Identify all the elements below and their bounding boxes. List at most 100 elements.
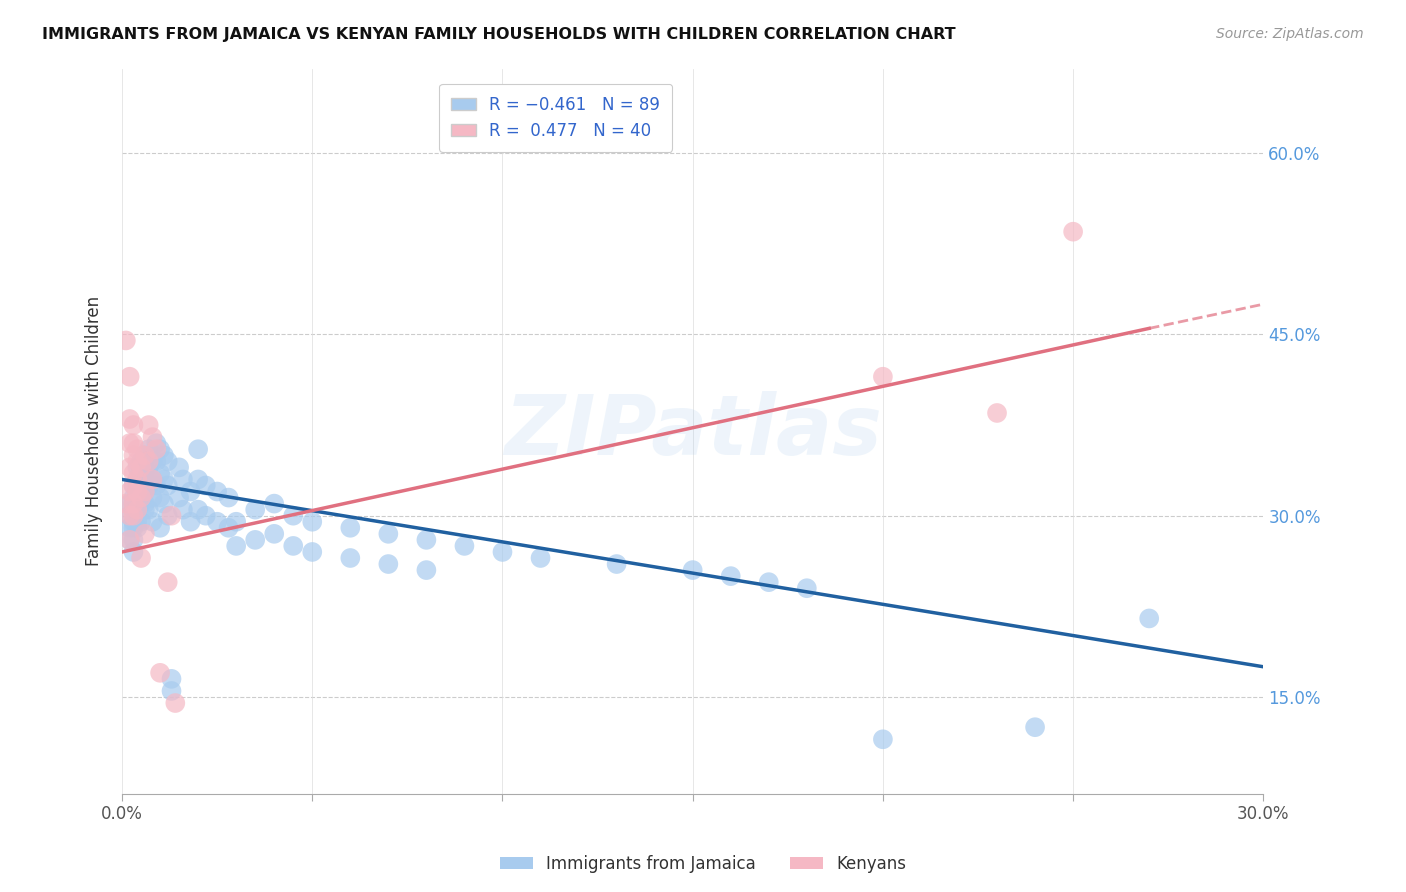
Point [187,502,209,516]
Point [122,521,145,535]
Point [415,533,437,547]
Point [415,563,437,577]
Point [127,484,149,499]
Point [149,467,172,481]
Point [339,551,361,566]
Point [118,369,141,384]
Point [129,460,152,475]
Point [187,442,209,457]
Point [122,436,145,450]
Y-axis label: Family Households with Children: Family Households with Children [86,296,103,566]
Point [141,491,163,505]
Point [134,484,156,499]
Point [1137,611,1160,625]
Point [245,502,267,516]
Point [122,478,145,492]
Point [682,563,704,577]
Point [127,460,149,475]
Point [138,460,160,475]
Point [141,515,163,529]
Text: ZIPatlas: ZIPatlas [503,391,882,472]
Point [122,448,145,462]
Point [129,467,152,481]
Point [118,436,141,450]
Point [194,508,217,523]
Point [606,557,628,571]
Point [127,478,149,492]
Point [1062,225,1084,239]
Point [153,472,176,486]
Point [872,369,894,384]
Point [205,484,228,499]
Point [129,515,152,529]
Point [160,508,183,523]
Point [134,484,156,499]
Point [180,484,202,499]
Point [165,696,187,710]
Text: Source: ZipAtlas.com: Source: ZipAtlas.com [1216,27,1364,41]
Point [118,533,141,547]
Point [138,418,160,433]
Point [1024,720,1046,734]
Point [758,575,780,590]
Legend: R = −0.461   N = 89, R =  0.477   N = 40: R = −0.461 N = 89, R = 0.477 N = 40 [440,84,672,152]
Point [115,334,138,348]
Point [225,515,247,529]
Point [127,442,149,457]
Point [127,502,149,516]
Point [153,448,176,462]
Point [156,508,179,523]
Point [122,502,145,516]
Point [127,472,149,486]
Point [122,478,145,492]
Point [167,460,190,475]
Point [301,545,323,559]
Point [134,502,156,516]
Point [118,508,141,523]
Point [796,581,818,595]
Point [145,442,167,457]
Point [187,472,209,486]
Point [134,448,156,462]
Point [122,515,145,529]
Point [160,672,183,686]
Point [160,684,183,698]
Point [339,521,361,535]
Legend: Immigrants from Jamaica, Kenyans: Immigrants from Jamaica, Kenyans [494,848,912,880]
Point [129,491,152,505]
Point [118,521,141,535]
Point [129,497,152,511]
Point [153,497,176,511]
Point [205,515,228,529]
Point [115,497,138,511]
Point [263,497,285,511]
Point [122,497,145,511]
Point [149,442,172,457]
Point [127,521,149,535]
Point [134,460,156,475]
Point [218,521,240,535]
Point [156,478,179,492]
Point [122,545,145,559]
Point [986,406,1008,420]
Point [283,539,305,553]
Point [129,478,152,492]
Point [134,467,156,481]
Point [141,454,163,468]
Point [377,526,399,541]
Point [720,569,742,583]
Point [129,454,152,468]
Point [127,497,149,511]
Point [127,515,149,529]
Point [141,472,163,486]
Point [167,491,190,505]
Point [529,551,551,566]
Point [156,575,179,590]
Point [118,497,141,511]
Point [377,557,399,571]
Point [145,436,167,450]
Point [180,515,202,529]
Point [122,533,145,547]
Point [122,497,145,511]
Point [134,478,156,492]
